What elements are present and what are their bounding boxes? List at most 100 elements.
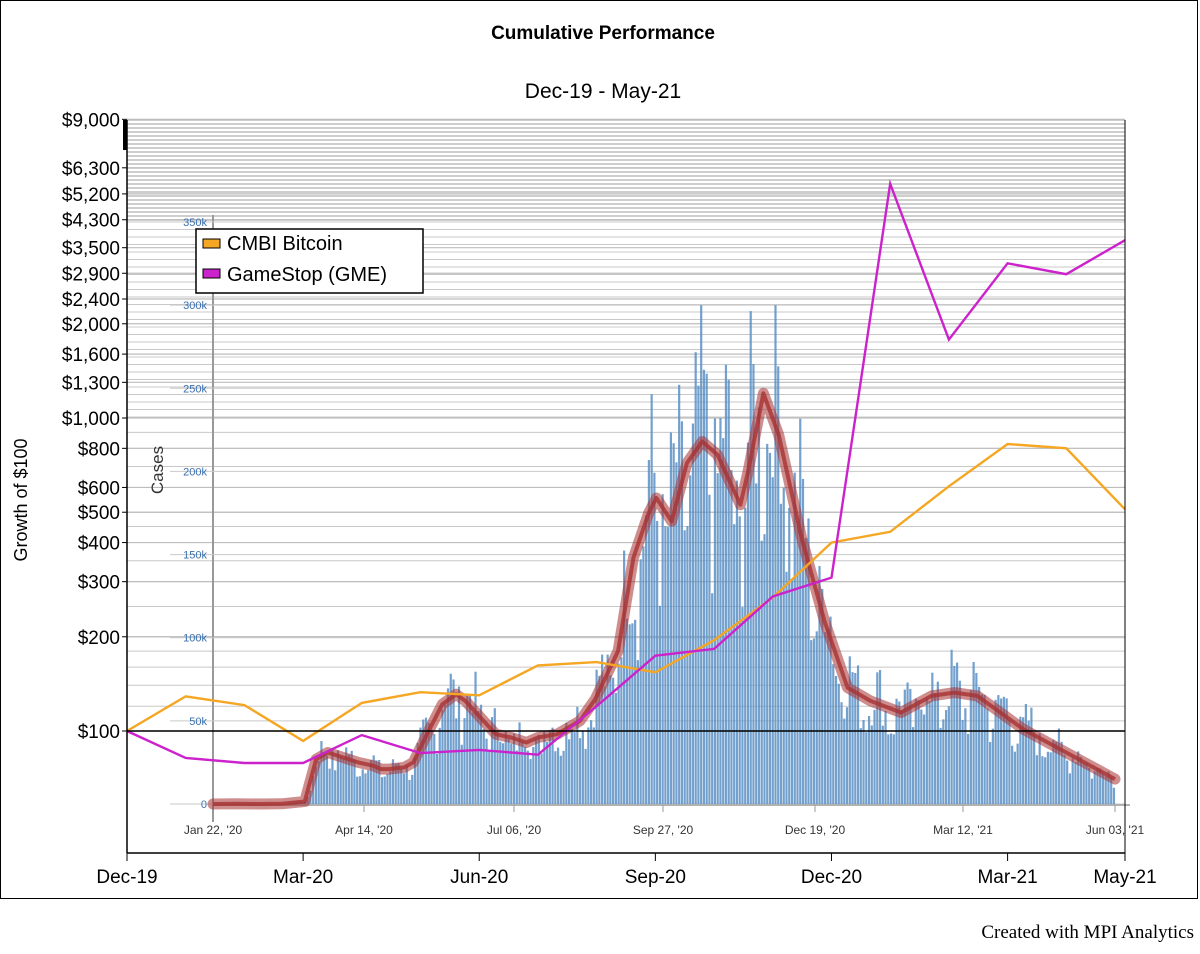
- inset-daily-bar: [920, 709, 923, 804]
- inset-y-tick-label: 350k: [183, 217, 207, 229]
- inset-daily-bar: [452, 679, 455, 804]
- y-tick-label: $800: [78, 439, 120, 460]
- inset-daily-bar: [339, 756, 342, 804]
- inset-daily-bar: [606, 654, 609, 804]
- inset-daily-bar: [1046, 751, 1050, 804]
- inset-daily-bar: [950, 649, 953, 804]
- inset-daily-bar: [763, 534, 766, 804]
- inset-daily-bar: [829, 616, 832, 804]
- inset-daily-bar: [342, 758, 345, 804]
- inset-daily-bar: [989, 741, 992, 804]
- inset-x-tick-label: Apr 14, '20: [335, 823, 393, 837]
- inset-daily-bar: [851, 672, 854, 804]
- inset-daily-bar: [755, 483, 758, 804]
- inset-daily-bar: [909, 688, 912, 804]
- series-line-bitcoin: [126, 442, 1126, 743]
- inset-daily-bar: [567, 739, 571, 804]
- inset-y-tick-label: 100k: [183, 633, 207, 645]
- inset-daily-bar: [449, 673, 452, 804]
- inset-daily-bar: [859, 728, 862, 804]
- inset-daily-bar: [534, 738, 538, 804]
- inset-daily-bar: [876, 672, 879, 804]
- inset-daily-bar: [900, 710, 904, 804]
- inset-daily-bar: [964, 708, 967, 804]
- inset-daily-bar: [656, 521, 659, 804]
- inset-daily-bar: [1082, 762, 1085, 804]
- inset-daily-bar: [650, 394, 653, 804]
- inset-daily-bar: [694, 352, 697, 804]
- inset-daily-bar: [812, 638, 816, 804]
- series-layer: [126, 179, 1126, 765]
- inset-daily-bar: [1038, 733, 1041, 804]
- inset-daily-bar: [967, 733, 970, 804]
- inset-daily-bar: [581, 730, 584, 804]
- x-tick-label: Dec-20: [801, 867, 862, 888]
- inset-daily-bar: [978, 686, 981, 804]
- inset-daily-bar: [1077, 751, 1080, 804]
- inset-daily-bar: [889, 733, 893, 804]
- inset-daily-bar: [735, 480, 739, 804]
- inset-daily-bar: [1041, 756, 1044, 804]
- inset-daily-bar: [479, 704, 483, 804]
- legend-label-gamestop: GameStop (GME): [227, 264, 387, 286]
- inset-daily-bar: [711, 593, 714, 804]
- inset-daily-bar: [1063, 754, 1066, 804]
- inset-daily-bar: [493, 708, 496, 804]
- inset-daily-bar: [713, 418, 717, 804]
- inset-daily-bar: [653, 472, 656, 804]
- legend-swatch-gamestop: [202, 268, 221, 279]
- inset-daily-bar: [570, 729, 573, 804]
- inset-daily-bar: [895, 698, 898, 804]
- inset-daily-bar: [1060, 741, 1063, 804]
- inset-daily-bar: [727, 379, 730, 804]
- chart-subtitle: Dec-19 - May-21: [525, 80, 681, 103]
- inset-daily-bar: [446, 688, 450, 804]
- inset-daily-bar: [587, 727, 590, 804]
- inset-daily-bar: [903, 689, 906, 804]
- y-tick-label: $600: [78, 478, 120, 499]
- inset-daily-bar: [884, 710, 887, 804]
- inset-daily-bar: [507, 739, 510, 804]
- inset-daily-bar: [722, 438, 725, 804]
- y-tick-label: $1,600: [62, 345, 120, 366]
- inset-daily-bar: [680, 421, 684, 804]
- inset-daily-bar: [840, 702, 843, 804]
- inset-daily-bar: [636, 660, 639, 804]
- inset-daily-bar: [760, 540, 763, 804]
- inset-daily-bar: [364, 773, 367, 804]
- inset-daily-bar: [460, 744, 463, 804]
- inset-daily-bar: [529, 759, 532, 804]
- inset-daily-bar: [1002, 696, 1005, 804]
- inset-daily-bar: [815, 631, 818, 804]
- y-tick-label: $5,200: [62, 185, 120, 206]
- inset-daily-bar: [928, 700, 931, 804]
- inset-daily-bar: [823, 632, 827, 804]
- inset-x-tick-label: Jun 03, '21: [1086, 823, 1145, 837]
- y-axis-cap: [123, 120, 127, 150]
- inset-daily-bar: [617, 663, 620, 804]
- inset-daily-bar: [766, 443, 769, 804]
- inset-daily-bar: [790, 579, 794, 804]
- y-tick-label: $3,500: [62, 239, 120, 260]
- inset-x-tick-label: Mar 12, '21: [933, 823, 993, 837]
- inset-daily-bar: [1088, 767, 1091, 804]
- y-tick-label: $400: [78, 534, 120, 555]
- inset-daily-bar: [757, 407, 761, 804]
- y-tick-label: $1,000: [62, 409, 120, 430]
- inset-daily-bar: [496, 731, 499, 804]
- inset-y-tick-label: 300k: [183, 300, 207, 312]
- inset-daily-bar: [325, 755, 329, 804]
- covid-inset-chart: 0 50k 100k 150k 200k 250k 300k 350k Jan 22, '20 A…: [148, 215, 1144, 837]
- inset-daily-bar: [933, 692, 937, 804]
- inset-daily-bar: [936, 681, 939, 804]
- inset-daily-bar: [870, 725, 873, 804]
- inset-x-tick-label: Jan 22, '20: [184, 823, 243, 837]
- inset-daily-bar: [369, 760, 373, 804]
- inset-daily-bar: [1107, 771, 1110, 804]
- inset-daily-bar: [314, 766, 318, 804]
- inset-daily-bar: [391, 759, 395, 804]
- inset-daily-bar: [578, 738, 582, 804]
- inset-daily-bar: [1071, 758, 1074, 804]
- x-tick-label: Sep-20: [625, 867, 686, 888]
